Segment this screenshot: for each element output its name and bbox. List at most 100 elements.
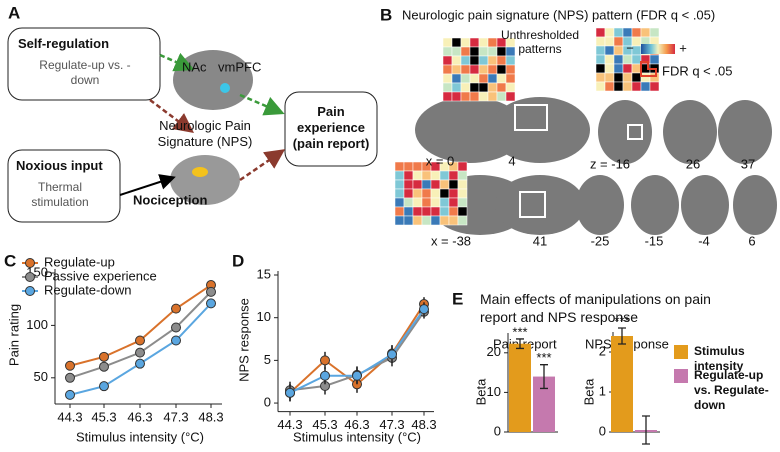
heat-cell [442, 55, 453, 66]
legend-label: Regulate-up [44, 254, 115, 269]
significance: *** [536, 350, 551, 365]
heat-cell [460, 37, 471, 48]
heat-cell [622, 54, 633, 65]
legend-swatch [674, 345, 688, 359]
slice-label: z = -16 [590, 156, 630, 171]
box-text: Regulate-up vs. -down [39, 58, 131, 87]
heat-cell [604, 54, 615, 65]
heat-cell [403, 188, 414, 199]
heat-cell [613, 72, 624, 83]
point [387, 349, 397, 360]
heat-cell [640, 72, 651, 83]
heat-cell [394, 179, 405, 190]
y-tick-label: 10 [487, 384, 501, 399]
colorbar [641, 44, 675, 54]
heat-cell [649, 54, 660, 65]
heat-cell [622, 72, 633, 83]
heat-cell [439, 170, 450, 181]
heat-cell [622, 63, 633, 74]
heat-cell [442, 37, 453, 48]
heat-cell [460, 55, 471, 66]
heat-cell [403, 161, 414, 172]
slice-label: 4 [508, 153, 515, 168]
x-tick-label: 48.3 [411, 417, 436, 432]
heat-cell [469, 73, 480, 84]
heat-cell [604, 81, 615, 92]
heat-cell [403, 170, 414, 181]
heat-cell [439, 206, 450, 217]
heat-cell [439, 197, 450, 208]
point [65, 389, 75, 400]
heat-cell [631, 72, 642, 83]
heat-cell [451, 37, 462, 48]
heat-cell [496, 64, 507, 75]
slice-label: 41 [533, 233, 547, 248]
heat-cell [487, 91, 498, 102]
slice-label: 6 [748, 233, 755, 248]
y-axis-label: Beta [581, 378, 596, 406]
point [135, 347, 145, 358]
heat-cell [487, 55, 498, 66]
point [352, 370, 362, 381]
heat-cell [604, 45, 615, 56]
x-tick-label: 46.3 [344, 417, 369, 432]
heat-cell [505, 91, 516, 102]
heatmaps [394, 27, 660, 226]
slice-label: -25 [591, 233, 610, 248]
heat-cell [649, 72, 660, 83]
colorbar-label: − [626, 40, 634, 55]
slice-label: -4 [698, 233, 710, 248]
region [220, 83, 230, 93]
heat-cell [613, 27, 624, 38]
heat-cell [487, 64, 498, 75]
roi-box [627, 124, 643, 140]
heat-cell [421, 215, 432, 226]
y-tick-label: 100 [26, 317, 48, 332]
heat-cell [442, 91, 453, 102]
heat-cell [595, 81, 606, 92]
heat-cell [394, 206, 405, 217]
error-bar [618, 327, 626, 345]
heat-cell [631, 27, 642, 38]
heat-cell [505, 82, 516, 93]
heat-cell [430, 215, 441, 226]
error-bar [516, 338, 524, 350]
panel-letter: D [232, 251, 244, 270]
heat-cell [613, 45, 624, 56]
point [171, 335, 181, 346]
heat-cell [430, 197, 441, 208]
heat-cell [421, 188, 432, 199]
fdr-icon [640, 61, 657, 77]
heat-cell [448, 206, 459, 217]
heat-cell [496, 82, 507, 93]
heat-cell [631, 63, 642, 74]
heat-cell [487, 46, 498, 57]
colorbar-label: + [679, 40, 687, 55]
heat-cell [457, 197, 468, 208]
y-axis-label: Pain rating [6, 304, 21, 366]
heat-cell [505, 55, 516, 66]
legend-marker [25, 258, 35, 268]
heat-cell [478, 55, 489, 66]
box-title: Self-regulation [18, 36, 110, 51]
heat-cell [613, 63, 624, 74]
heat-cell [487, 37, 498, 48]
significance: *** [512, 324, 527, 339]
heat-cell [439, 179, 450, 190]
heat-cell [469, 55, 480, 66]
heat-cell [421, 197, 432, 208]
heat-cell [496, 55, 507, 66]
heat-cell [442, 73, 453, 84]
slice-label: x = 0 [426, 153, 455, 168]
panel-letter: E [452, 289, 463, 308]
heat-cell [469, 64, 480, 75]
point [206, 286, 216, 297]
heat-cell [595, 72, 606, 83]
heat-cell [595, 36, 606, 47]
x-tick-label: 46.3 [127, 409, 152, 424]
point [171, 303, 181, 314]
heat-cell [448, 179, 459, 190]
heat-cell [412, 188, 423, 199]
significance: *** [614, 313, 629, 328]
heat-cell [613, 81, 624, 92]
